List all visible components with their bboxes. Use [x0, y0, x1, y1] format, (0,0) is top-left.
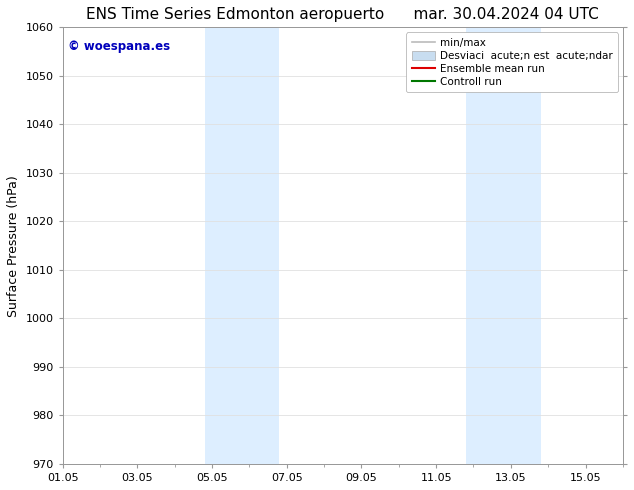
Legend: min/max, Desviaci  acute;n est  acute;ndar, Ensemble mean run, Controll run: min/max, Desviaci acute;n est acute;ndar… [406, 32, 618, 92]
Bar [466, 27, 541, 464]
Title: ENS Time Series Edmonton aeropuerto      mar. 30.04.2024 04 UTC: ENS Time Series Edmonton aeropuerto mar.… [86, 7, 599, 22]
Bar [205, 27, 280, 464]
Y-axis label: Surface Pressure (hPa): Surface Pressure (hPa) [7, 175, 20, 317]
Text: © woespana.es: © woespana.es [68, 40, 171, 53]
